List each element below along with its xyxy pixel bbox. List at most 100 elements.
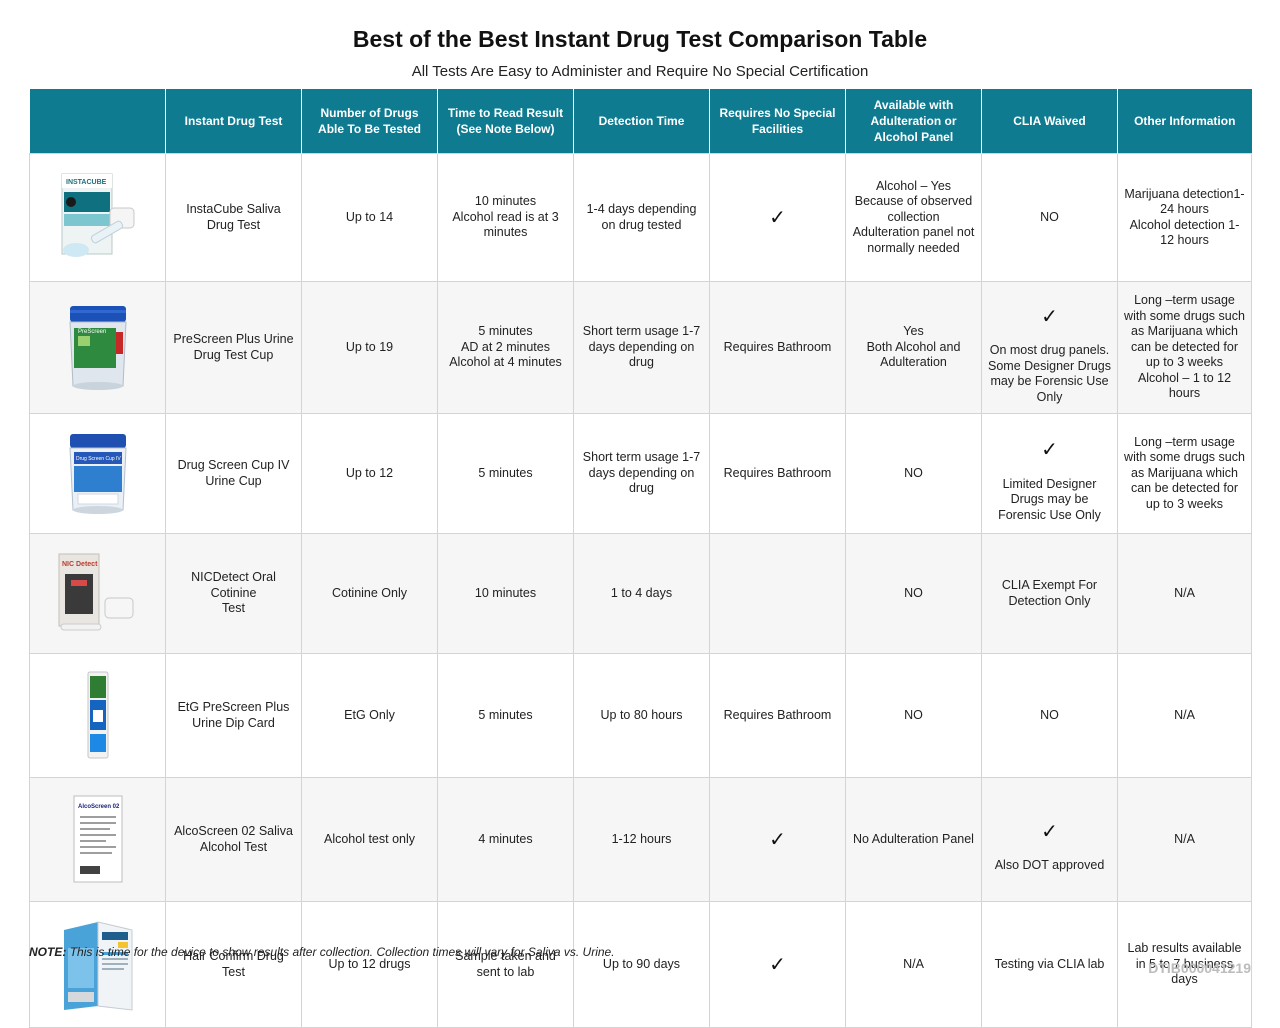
check-icon: ✓ <box>769 953 786 976</box>
alcoscreen-02-product-image: AlcoScreen 02 <box>73 795 122 882</box>
detection-time: Up to 80 hours <box>573 653 710 778</box>
check-icon: ✓ <box>769 828 786 851</box>
other-information: Marijuana detection1-24 hours Alcohol de… <box>1117 153 1252 282</box>
facilities-cell: Requires Bathroom <box>709 653 846 778</box>
drugs-tested: Up to 14 <box>301 153 438 282</box>
check-icon: ✓ <box>769 206 786 229</box>
test-name: Drug Screen Cup IV Urine Cup <box>165 413 302 534</box>
drugs-tested: Up to 12 drugs <box>301 901 438 1028</box>
test-name: EtG PreScreen Plus Urine Dip Card <box>165 653 302 778</box>
adulteration-panel: NO <box>845 413 982 534</box>
clia-waived: Testing via CLIA lab <box>981 901 1118 1028</box>
facilities-cell: ✓ <box>709 901 846 1028</box>
header-other-information: Other Information <box>1117 89 1252 154</box>
svg-text:INSTACUBE: INSTACUBE <box>66 179 107 186</box>
header-instant-drug-test: Instant Drug Test <box>165 89 302 154</box>
test-name: Hair Confirm Drug Test <box>165 901 302 1028</box>
adulteration-panel: NO <box>845 653 982 778</box>
product-image-cell: Drug Screen Cup IV <box>29 413 166 534</box>
drugs-tested: Up to 12 <box>301 413 438 534</box>
svg-text:Drug Screen Cup IV: Drug Screen Cup IV <box>76 456 121 462</box>
table-row: NIC Detect NICDetect Oral Cotinine Test … <box>29 533 1252 654</box>
table-header-row: Instant Drug Test Number of Drugs Able T… <box>29 89 1252 154</box>
clia-note: On most drug panels. Some Designer Drugs… <box>988 343 1111 404</box>
clia-waived: ✓ Limited Designer Drugs may be Forensic… <box>981 413 1118 534</box>
header-detection-time: Detection Time <box>573 89 710 154</box>
detection-time: Short term usage 1-7 days depending on d… <box>573 281 710 414</box>
test-name: AlcoScreen 02 Saliva Alcohol Test <box>165 777 302 902</box>
etg-prescreen-dip-card-product-image <box>87 671 108 758</box>
other-information: Long –term usage with some drugs such as… <box>1117 413 1252 534</box>
product-image-cell: PreScreen <box>29 281 166 414</box>
other-information: N/A <box>1117 533 1252 654</box>
table-row: Hair Confirm Drug Test Up to 12 drugs Sa… <box>29 901 1252 1028</box>
svg-text:NIC Detect: NIC Detect <box>62 561 98 568</box>
other-information: N/A <box>1117 777 1252 902</box>
test-name: PreScreen Plus Urine Drug Test Cup <box>165 281 302 414</box>
header-no-special-facilities: Requires No Special Facilities <box>709 89 846 154</box>
clia-note: Also DOT approved <box>994 858 1105 873</box>
nicdetect-oral-product-image: NIC Detect <box>58 553 133 630</box>
product-image-cell: INSTACUBE <box>29 153 166 282</box>
read-time: 5 minutes <box>437 653 574 778</box>
header-time-to-read: Time to Read Result (See Note Below) <box>437 89 574 154</box>
clia-waived: NO <box>981 653 1118 778</box>
document-id: DTIB000041219 <box>1148 960 1251 976</box>
product-image-cell: NIC Detect <box>29 533 166 654</box>
header-image <box>29 89 166 154</box>
hair-confirm-product-image <box>63 920 132 1011</box>
product-image-cell <box>29 901 166 1028</box>
read-time: 10 minutes <box>437 533 574 654</box>
test-name: InstaCube Saliva Drug Test <box>165 153 302 282</box>
comparison-table: Instant Drug Test Number of Drugs Able T… <box>29 89 1252 1028</box>
check-icon: ✓ <box>1041 305 1058 328</box>
product-image-cell <box>29 653 166 778</box>
check-icon: ✓ <box>1041 820 1058 843</box>
header-number-of-drugs: Number of Drugs Able To Be Tested <box>301 89 438 154</box>
table-row: EtG PreScreen Plus Urine Dip Card EtG On… <box>29 653 1252 778</box>
drugs-tested: Up to 19 <box>301 281 438 414</box>
read-time: 5 minutes AD at 2 minutes Alcohol at 4 m… <box>437 281 574 414</box>
clia-waived: CLIA Exempt For Detection Only <box>981 533 1118 654</box>
read-time: 10 minutes Alcohol read is at 3 minutes <box>437 153 574 282</box>
drug-screen-cup-iv-product-image: Drug Screen Cup IV <box>68 433 127 514</box>
drugs-tested: Cotinine Only <box>301 533 438 654</box>
facilities-cell: Requires Bathroom <box>709 281 846 414</box>
drugs-tested: Alcohol test only <box>301 777 438 902</box>
adulteration-panel: NO <box>845 533 982 654</box>
page-subtitle: All Tests Are Easy to Administer and Req… <box>411 63 869 80</box>
header-adulteration-panel: Available with Adulteration or Alcohol P… <box>845 89 982 154</box>
table-row: Drug Screen Cup IV Drug Screen Cup IV Ur… <box>29 413 1252 534</box>
table-row: AlcoScreen 02 AlcoScreen 02 Saliva Alcoh… <box>29 777 1252 902</box>
clia-note: Limited Designer Drugs may be Forensic U… <box>998 476 1101 522</box>
svg-text:PreScreen: PreScreen <box>78 329 106 335</box>
detection-time: Short term usage 1-7 days depending on d… <box>573 413 710 534</box>
detection-time: 1 to 4 days <box>573 533 710 654</box>
clia-waived: ✓ On most drug panels. Some Designer Dru… <box>981 281 1118 414</box>
page-title: Best of the Best Instant Drug Test Compa… <box>352 26 928 52</box>
check-icon: ✓ <box>1041 439 1058 462</box>
adulteration-panel: Yes Both Alcohol and Adulteration <box>845 281 982 414</box>
detection-time: 1-12 hours <box>573 777 710 902</box>
adulteration-panel: No Adulteration Panel <box>845 777 982 902</box>
svg-text:AlcoScreen 02: AlcoScreen 02 <box>78 804 120 810</box>
read-time: 5 minutes <box>437 413 574 534</box>
other-information: Long –term usage with some drugs such as… <box>1117 281 1252 414</box>
clia-waived: ✓ Also DOT approved <box>981 777 1118 902</box>
read-time: 4 minutes <box>437 777 574 902</box>
facilities-cell <box>709 533 846 654</box>
detection-time: Up to 90 days <box>573 901 710 1028</box>
adulteration-panel: N/A <box>845 901 982 1028</box>
adulteration-panel: Alcohol – Yes Because of observed collec… <box>845 153 982 282</box>
other-information: N/A <box>1117 653 1252 778</box>
detection-time: 1-4 days depending on drug tested <box>573 153 710 282</box>
test-name: NICDetect Oral Cotinine Test <box>165 533 302 654</box>
header-clia-waived: CLIA Waived <box>981 89 1118 154</box>
facilities-cell: Requires Bathroom <box>709 413 846 534</box>
facilities-cell: ✓ <box>709 153 846 282</box>
drugs-tested: EtG Only <box>301 653 438 778</box>
footnote-label: NOTE: <box>29 945 67 959</box>
product-image-cell: AlcoScreen 02 <box>29 777 166 902</box>
prescreen-plus-cup-product-image: PreScreen <box>68 305 127 390</box>
footnote: NOTE: This is time for the device to sho… <box>29 945 615 959</box>
